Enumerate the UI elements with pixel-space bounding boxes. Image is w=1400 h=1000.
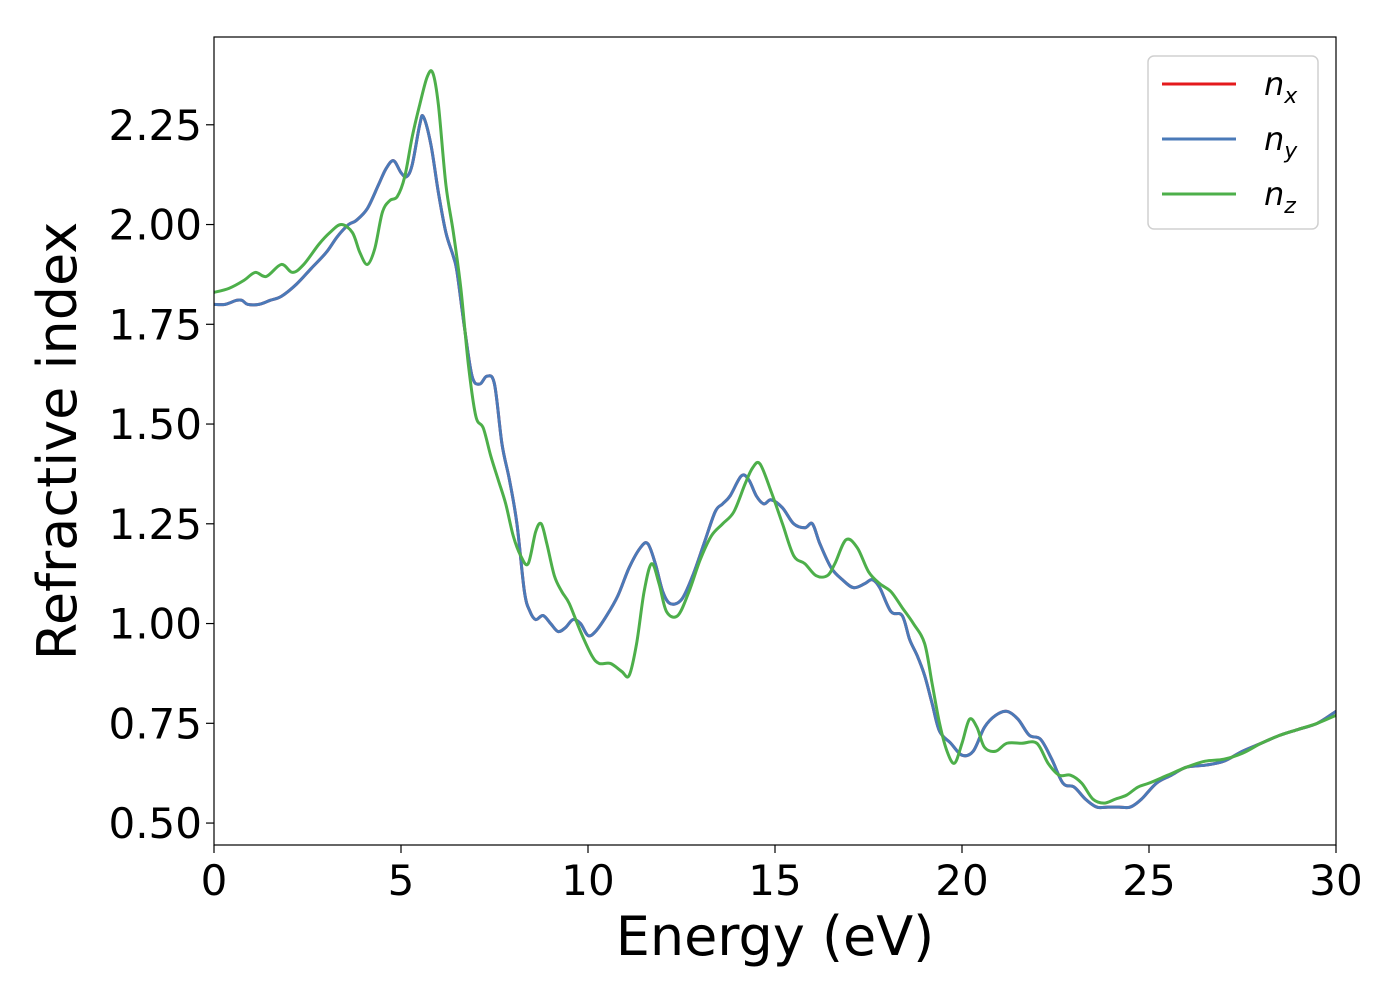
y-axis-title: Refractive index [26,222,89,661]
y-tick-label: 1.75 [108,300,202,349]
legend-label-subscript: y [1283,139,1298,164]
x-tick-label: 0 [201,856,228,905]
y-tick-label: 2.00 [108,201,202,250]
legend-label-base: n [1264,65,1284,103]
x-tick-label: 15 [748,856,801,905]
x-tick-label: 20 [935,856,988,905]
y-tick-label: 0.50 [108,799,202,848]
legend-box [1147,55,1319,230]
legend-label-base: n [1264,120,1284,158]
x-axis-title: Energy (eV) [616,905,935,968]
series-line-z [214,69,1336,805]
x-tick-label: 5 [388,856,415,905]
legend-label-x: nx [1264,65,1298,109]
y-tick-label: 0.75 [108,699,202,748]
legend-label-base: n [1264,175,1284,213]
x-tick-label: 30 [1309,856,1362,905]
y-tick-label: 1.00 [108,600,202,649]
y-tick-label: 1.25 [108,500,202,549]
y-tick-label: 2.25 [108,101,202,150]
x-tick-label: 10 [561,856,614,905]
legend-label-y: ny [1264,120,1298,164]
y-tick-label: 1.50 [108,400,202,449]
legend-label-subscript: x [1283,84,1298,109]
series-layer [214,69,1336,810]
x-tick-label: 25 [1122,856,1175,905]
x-axis-ticks: 0 5 10 15 20 25 30 [201,845,1363,905]
y-axis-ticks: 0.50 0.75 1.00 1.25 1.50 1.75 2.00 2.25 [108,101,214,848]
legend-label-subscript: z [1283,194,1296,219]
legend-label-z: nz [1264,175,1296,219]
